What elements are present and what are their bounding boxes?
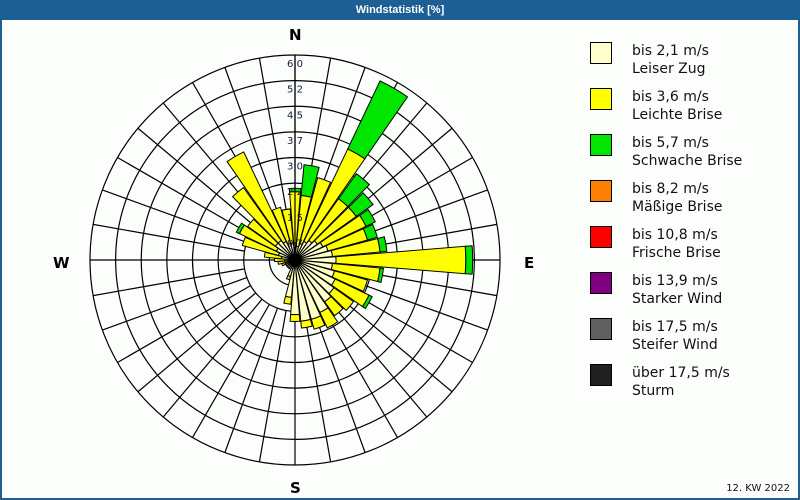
wind-sector-bar	[289, 313, 301, 322]
wind-sector-bar	[328, 287, 355, 312]
wind-sector-bar	[331, 270, 369, 292]
legend-speed: bis 5,7 m/s	[632, 135, 709, 151]
wind-rose-chart: 0,7 1,5 2,2 3,0 3,7 4,5 5,2 6,0	[89, 54, 501, 466]
legend-speed: bis 13,9 m/s	[632, 273, 718, 289]
wind-sector-bar	[298, 177, 332, 246]
radial-tick-label: 3,7	[287, 136, 303, 147]
legend-swatch	[590, 226, 612, 248]
legend-swatch	[590, 88, 612, 110]
wind-sector-bar	[281, 208, 294, 245]
radial-tick-label: 1,5	[287, 213, 303, 224]
wind-sector-bar	[285, 274, 292, 281]
wind-sector-bar	[310, 315, 326, 330]
legend-speed: bis 3,6 m/s	[632, 89, 709, 105]
legend-speed: bis 17,5 m/s	[632, 319, 718, 335]
grid-spoke	[137, 127, 257, 228]
legend-swatch	[590, 180, 612, 202]
wind-sector-bar	[235, 222, 246, 235]
compass-south-label: S	[290, 479, 301, 497]
legend-label: Frische Brise	[632, 245, 721, 261]
wind-sector-bar	[283, 295, 293, 305]
wind-sector-bar	[377, 267, 384, 284]
legend-label: Mäßige Brise	[632, 199, 723, 215]
compass-north-label: N	[289, 26, 302, 44]
grid-spoke	[311, 307, 366, 453]
legend-speed: bis 8,2 m/s	[632, 181, 709, 197]
grid-spoke	[342, 276, 488, 331]
radial-tick-label: 3,0	[287, 162, 303, 173]
legend-label: Schwache Brise	[632, 153, 743, 169]
compass-east-label: E	[524, 254, 535, 272]
wind-sector-bar	[300, 164, 320, 198]
legend-swatch	[590, 364, 612, 386]
wind-sector-bar	[362, 223, 378, 241]
wind-sector-bar	[337, 172, 371, 208]
grid-spoke	[191, 304, 270, 438]
grid-spoke	[102, 189, 248, 244]
radial-tick-label: 2,2	[287, 187, 303, 198]
wind-sector-bar	[246, 218, 279, 247]
grid-spoke	[327, 298, 428, 418]
grid-spoke	[258, 310, 287, 462]
legend-label: Steifer Wind	[632, 337, 718, 353]
wind-sector-bar	[319, 307, 339, 329]
grid-spoke	[93, 223, 245, 252]
grid-spoke	[303, 310, 332, 462]
legend-label: Sturm	[632, 383, 675, 399]
wind-sector-bar	[377, 236, 388, 253]
grid-spoke	[224, 67, 279, 213]
wind-sector-bar	[358, 208, 376, 227]
wind-sector-bar	[361, 294, 373, 310]
legend-label: Leichte Brise	[632, 107, 723, 123]
legend-swatch	[590, 42, 612, 64]
week-label: 12. KW 2022	[726, 483, 790, 494]
radial-tick-label: 4,5	[287, 110, 303, 121]
wind-sector-bar	[347, 80, 409, 160]
wind-sector-bar	[231, 186, 282, 244]
compass-west-label: W	[53, 254, 70, 272]
grid-spoke	[93, 268, 245, 297]
radial-tick-label: 5,2	[287, 85, 303, 96]
grid-spoke	[224, 307, 279, 453]
grid-spoke	[117, 285, 251, 364]
grid-spoke	[162, 298, 263, 418]
legend-label: Leiser Zug	[632, 61, 706, 77]
wind-sector-bar	[464, 245, 474, 275]
wind-sector-bar	[271, 206, 292, 246]
legend-speed: bis 2,1 m/s	[632, 43, 709, 59]
legend-speed: bis 10,8 m/s	[632, 227, 718, 243]
grid-spoke	[137, 292, 257, 393]
window-title: Windstatistik [%]	[0, 0, 800, 20]
grid-spoke	[320, 304, 399, 438]
grid-spoke	[117, 156, 251, 235]
wind-sector-bar	[300, 318, 313, 329]
legend-swatch	[590, 318, 612, 340]
legend-swatch	[590, 134, 612, 156]
legend-label: Starker Wind	[632, 291, 723, 307]
wind-sector-bar	[323, 295, 344, 317]
legend-speed: über 17,5 m/s	[632, 365, 730, 381]
wind-sector-bar	[241, 236, 281, 257]
legend-swatch	[590, 272, 612, 294]
radial-tick-label: 6,0	[287, 59, 303, 70]
wind-sector-bar	[347, 192, 374, 218]
grid-spoke	[102, 276, 248, 331]
wind-sector-bar	[226, 151, 287, 244]
grid-spoke	[333, 292, 453, 393]
grid-spoke	[258, 58, 287, 210]
radial-tick-label: 0,7	[287, 238, 303, 249]
